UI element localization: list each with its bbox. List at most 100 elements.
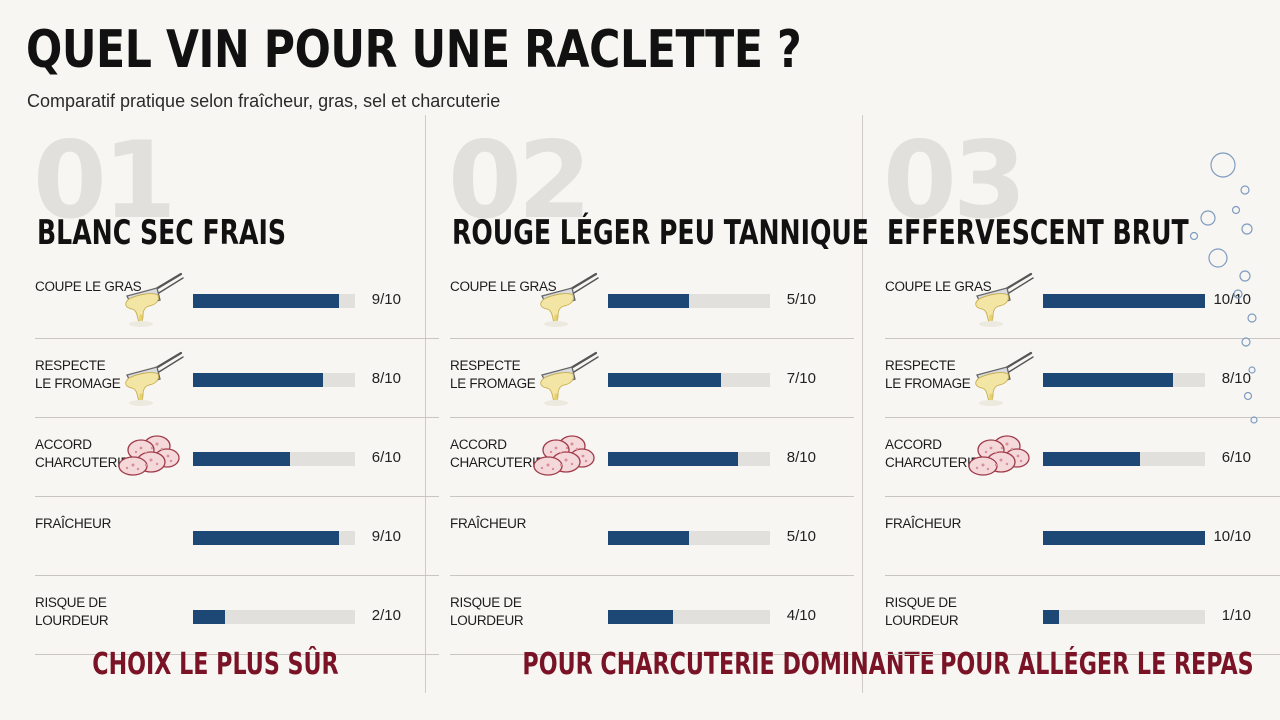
column-divider <box>862 115 863 693</box>
raclette-scraper-icon <box>105 268 185 328</box>
score-label: 9/10 <box>371 291 401 308</box>
bar-fill <box>608 531 689 545</box>
charcuterie-icon <box>520 426 600 486</box>
bar-track <box>608 452 770 466</box>
charcuterie-icon <box>105 426 185 486</box>
score-label: 5/10 <box>786 291 816 308</box>
page-title: QUEL VIN POUR UNE RACLETTE ? <box>26 20 802 80</box>
bar-track <box>1043 294 1205 308</box>
bar-fill <box>193 373 323 387</box>
criterion-row: FRAÎCHEUR 9/10 <box>35 497 439 576</box>
criterion-label: COUPE LE GRAS <box>885 279 992 294</box>
criteria-rows: COUPE LE GRAS 5/10 RESPECTE LE FROMAGE 7/10… <box>450 260 854 655</box>
wine-column-1: 01 BLANC SEC FRAIS COUPE LE GRAS 9/10 RESP… <box>33 121 439 695</box>
bar-fill <box>193 610 226 624</box>
score-label: 6/10 <box>1221 449 1251 466</box>
criterion-row: ACCORD CHARCUTERIE 8/10 <box>450 418 854 497</box>
score-label: 4/10 <box>786 607 816 624</box>
criterion-row: RESPECTE LE FROMAGE 8/10 <box>35 339 439 418</box>
criterion-label: RISQUE DE LOURDEUR <box>35 595 109 628</box>
score-label: 5/10 <box>786 528 816 545</box>
bubbles-decoration-icon <box>1189 152 1258 424</box>
criterion-label: ACCORD CHARCUTERIE <box>35 437 130 470</box>
verdict: CHOIX LE PLUS SÛR <box>35 645 395 685</box>
criteria-rows: COUPE LE GRAS 9/10 RESPECTE LE FROMAGE 8/10… <box>35 260 439 655</box>
bar-track <box>608 610 770 624</box>
bar-track <box>608 531 770 545</box>
criterion-row: ACCORD CHARCUTERIE 6/10 <box>35 418 439 497</box>
criterion-row: RISQUE DE LOURDEUR 2/10 <box>35 576 439 655</box>
column-divider <box>425 115 426 693</box>
bar-track <box>1043 452 1205 466</box>
bar-track <box>608 294 770 308</box>
criterion-row: ACCORD CHARCUTERIE 6/10 <box>885 418 1280 497</box>
bar-fill <box>1043 294 1205 308</box>
bar-fill <box>193 294 339 308</box>
verdict-text: POUR CHARCUTERIE DOMINANTE <box>522 647 935 682</box>
criterion-row: RESPECTE LE FROMAGE 7/10 <box>450 339 854 418</box>
column-number: 01 <box>33 119 177 242</box>
criterion-row: COUPE LE GRAS 10/10 <box>885 260 1280 339</box>
criterion-row: RISQUE DE LOURDEUR 1/10 <box>885 576 1280 655</box>
criteria-rows: COUPE LE GRAS 10/10 RESPECTE LE FROMAGE 8/1… <box>885 260 1280 655</box>
criterion-label: RESPECTE LE FROMAGE <box>885 358 971 391</box>
wine-name: BLANC SEC FRAIS <box>37 213 287 253</box>
bar-track <box>1043 531 1205 545</box>
score-label: 7/10 <box>786 370 816 387</box>
wine-column-2: 02 ROUGE LÉGER PEU TANNIQUE COUPE LE GRA… <box>448 121 935 695</box>
criterion-label: ACCORD CHARCUTERIE <box>450 437 545 470</box>
bar-fill <box>1043 610 1060 624</box>
criterion-row: FRAÎCHEUR 10/10 <box>885 497 1280 576</box>
column-number: 02 <box>448 119 592 242</box>
criterion-row: FRAÎCHEUR 5/10 <box>450 497 854 576</box>
raclette-scraper-icon <box>105 347 185 407</box>
raclette-scraper-icon <box>955 347 1035 407</box>
bar-track <box>193 294 355 308</box>
score-label: 1/10 <box>1221 607 1251 624</box>
score-label: 9/10 <box>371 528 401 545</box>
criterion-label: COUPE LE GRAS <box>450 279 557 294</box>
raclette-scraper-icon <box>955 268 1035 328</box>
score-label: 8/10 <box>786 449 816 466</box>
wine-name: ROUGE LÉGER PEU TANNIQUE <box>452 213 869 253</box>
score-label: 6/10 <box>371 449 401 466</box>
criterion-label: FRAÎCHEUR <box>35 516 112 531</box>
score-label: 8/10 <box>1221 370 1251 387</box>
criterion-row: RESPECTE LE FROMAGE 8/10 <box>885 339 1280 418</box>
score-label: 8/10 <box>371 370 401 387</box>
bar-track <box>193 373 355 387</box>
verdict: POUR ALLÉGER LE REPAS <box>885 645 1254 685</box>
criterion-label: FRAÎCHEUR <box>885 516 962 531</box>
score-label: 10/10 <box>1213 528 1251 545</box>
criterion-row: COUPE LE GRAS 5/10 <box>450 260 854 339</box>
criterion-label: RESPECTE LE FROMAGE <box>35 358 121 391</box>
bar-track <box>608 373 770 387</box>
charcuterie-icon <box>955 426 1035 486</box>
verdict-text: POUR ALLÉGER LE REPAS <box>940 647 1254 682</box>
bar-track <box>1043 610 1205 624</box>
bar-fill <box>608 373 722 387</box>
criterion-row: RISQUE DE LOURDEUR 4/10 <box>450 576 854 655</box>
bar-fill <box>608 452 738 466</box>
criterion-label: RISQUE DE LOURDEUR <box>450 595 524 628</box>
page-subtitle: Comparatif pratique selon fraîcheur, gra… <box>27 91 501 111</box>
raclette-scraper-icon <box>520 268 600 328</box>
bar-fill <box>608 610 673 624</box>
raclette-scraper-icon <box>520 347 600 407</box>
verdict: POUR CHARCUTERIE DOMINANTE <box>450 645 934 685</box>
bar-track <box>193 531 355 545</box>
bar-fill <box>608 294 689 308</box>
criterion-label: ACCORD CHARCUTERIE <box>885 437 980 470</box>
bar-fill <box>1043 452 1141 466</box>
bar-track <box>193 452 355 466</box>
criterion-label: COUPE LE GRAS <box>35 279 142 294</box>
criterion-label: FRAÎCHEUR <box>450 516 527 531</box>
bar-track <box>193 610 355 624</box>
criterion-label: RISQUE DE LOURDEUR <box>885 595 959 628</box>
column-number: 03 <box>883 119 1027 242</box>
bar-fill <box>193 531 339 545</box>
bar-fill <box>1043 373 1173 387</box>
bar-fill <box>193 452 291 466</box>
score-label: 2/10 <box>371 607 401 624</box>
wine-name: EFFERVESCENT BRUT <box>887 213 1189 253</box>
